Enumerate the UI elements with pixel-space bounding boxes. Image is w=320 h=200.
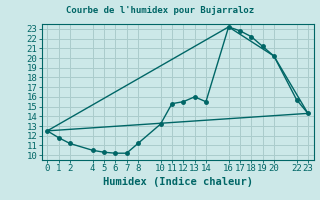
X-axis label: Humidex (Indice chaleur): Humidex (Indice chaleur) [103,177,252,187]
Text: Courbe de l'humidex pour Bujarraloz: Courbe de l'humidex pour Bujarraloz [66,6,254,15]
